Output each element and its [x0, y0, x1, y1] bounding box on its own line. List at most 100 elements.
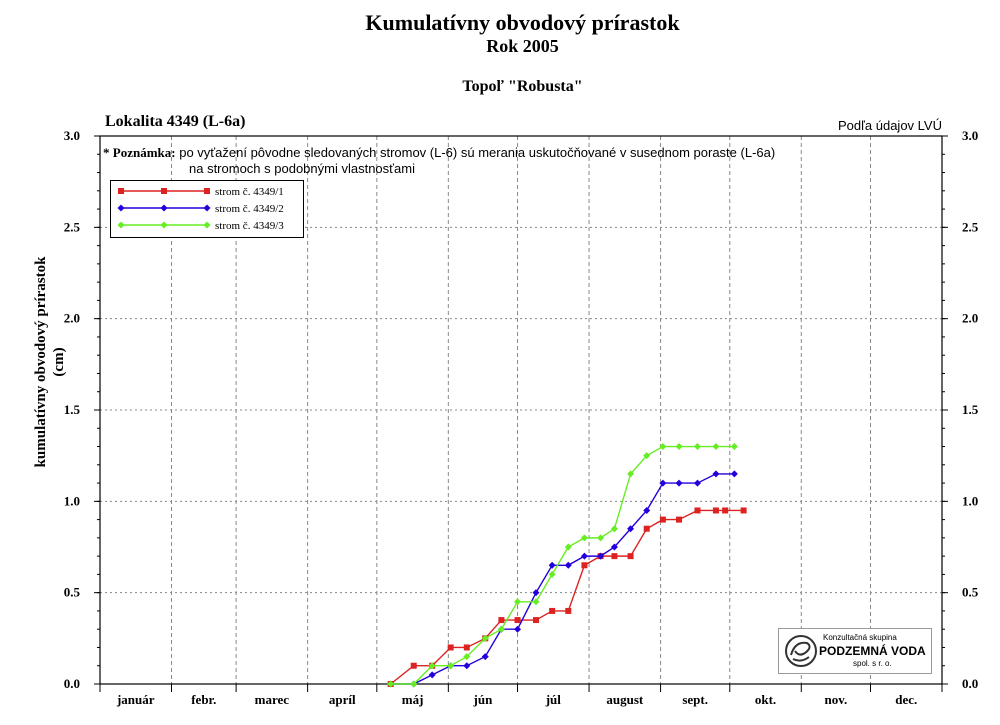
data-point: [730, 470, 738, 478]
legend-marker: [203, 204, 211, 212]
data-point: [463, 644, 470, 651]
data-point: [627, 525, 635, 533]
series-3: [387, 443, 738, 688]
data-point: [481, 653, 489, 661]
x-tick-label-3: marec: [255, 692, 290, 707]
legend-item-1: strom č. 4349/1: [111, 184, 301, 200]
series-2: [387, 470, 738, 688]
note-line-2: na stromoch s podobnými vlastnosťami: [189, 161, 415, 176]
note-label: * Poznámka:: [103, 145, 176, 160]
data-point: [740, 507, 747, 514]
data-point: [514, 598, 522, 606]
data-point: [497, 625, 505, 633]
data-point: [694, 507, 701, 514]
data-point: [580, 552, 588, 560]
y-tick-label-right: 3.0: [962, 128, 978, 143]
data-point: [611, 553, 618, 560]
data-point: [481, 634, 489, 642]
x-tick-label-9: sept.: [682, 692, 708, 707]
x-tick-label-10: okt.: [755, 692, 776, 707]
y-tick-label-right: 0.0: [962, 676, 978, 691]
note-line-1: po vyťažení pôvodne sledovaných stromov …: [179, 145, 776, 160]
y-tick-label-right: 1.0: [962, 493, 978, 508]
data-point: [581, 562, 588, 569]
logo-line-2: PODZEMNÁ VODA: [819, 644, 926, 658]
data-point: [410, 680, 418, 688]
data-point: [675, 443, 683, 451]
data-source-label: Podľa údajov LVÚ: [837, 118, 942, 133]
chart-subtitle-year: Rok 2005: [486, 36, 559, 56]
data-point: [498, 617, 505, 624]
legend-label-1: strom č. 4349/1: [215, 186, 284, 198]
data-point: [659, 479, 667, 487]
legend-swatch-1: [118, 188, 210, 194]
data-point: [643, 452, 651, 460]
data-point: [730, 443, 738, 451]
series-group: [387, 443, 747, 688]
data-point: [659, 443, 667, 451]
series-line-1: [390, 509, 744, 685]
data-point: [532, 598, 540, 606]
data-point: [627, 470, 635, 478]
series-line-2: [390, 473, 735, 685]
legend: strom č. 4349/1 strom č. 4349/2 strom č.…: [110, 180, 304, 238]
legend-marker: [117, 221, 125, 229]
legend-marker: [204, 188, 210, 194]
y-tick-label-right: 2.0: [962, 311, 978, 326]
y-axis-label-line-2: (cm): [51, 347, 67, 377]
data-point: [597, 552, 605, 560]
legend-swatch-3: [117, 221, 211, 229]
data-point: [564, 543, 572, 551]
note-text: * Poznámka: po vyťažení pôvodne sledovan…: [103, 145, 775, 177]
data-point: [565, 607, 572, 614]
data-point: [564, 561, 572, 569]
y-tick-label-right: 0.5: [962, 585, 979, 600]
data-point: [712, 470, 720, 478]
logo-line-3: spol. s r. o.: [853, 659, 892, 668]
chart-species: Topoľ "Robusta": [462, 78, 583, 95]
data-point: [597, 534, 605, 542]
y-axis-label: kumulatívny obvodový prírastok (cm): [32, 212, 68, 512]
legend-label-3: strom č. 4349/3: [215, 220, 284, 232]
legend-marker: [203, 221, 211, 229]
legend-marker: [118, 188, 124, 194]
data-point: [387, 680, 395, 688]
x-tick-label-11: nov.: [825, 692, 848, 707]
data-point: [463, 662, 471, 670]
tick-labels: 0.0 0.0 0.5 0.5 1.0 1.0 1.5 1.5 2.0 2.0 2.5 2.5 3.0 3…: [64, 128, 979, 707]
data-point: [676, 516, 683, 523]
data-point: [627, 553, 634, 560]
data-point: [548, 561, 556, 569]
y-tick-label-left: 2.5: [64, 219, 81, 234]
y-tick-label-left: 0.5: [64, 585, 81, 600]
data-point: [659, 516, 666, 523]
y-axis-label-line-1: kumulatívny obvodový prírastok: [33, 256, 49, 468]
location-label: Lokalita 4349 (L-6a): [105, 113, 246, 130]
y-tick-label-left: 2.0: [64, 311, 80, 326]
logo-swirl-icon: [785, 635, 817, 667]
x-tick-label-5: máj: [402, 692, 424, 707]
legend-item-2: strom č. 4349/2: [111, 201, 301, 217]
legend-marker: [160, 204, 168, 212]
data-point: [580, 534, 588, 542]
legend-item-3: strom č. 4349/3: [111, 218, 301, 234]
x-tick-label-7: júl: [545, 692, 562, 707]
plot-frame: [99, 135, 943, 685]
x-tick-label-6: jún: [473, 692, 494, 707]
data-point: [548, 570, 556, 578]
legend-marker: [117, 204, 125, 212]
y-tick-label-left: 0.0: [64, 676, 80, 691]
x-tick-label-1: január: [116, 692, 155, 707]
y-tick-label-left: 1.5: [64, 402, 81, 417]
data-point: [693, 443, 701, 451]
legend-marker: [161, 188, 167, 194]
legend-swatch-2: [117, 204, 211, 212]
data-point: [514, 625, 522, 633]
data-point: [643, 525, 650, 532]
legend-marker: [160, 221, 168, 229]
axes: [94, 135, 948, 692]
data-point: [610, 525, 618, 533]
data-point: [712, 507, 719, 514]
y-tick-label-right: 2.5: [962, 219, 979, 234]
